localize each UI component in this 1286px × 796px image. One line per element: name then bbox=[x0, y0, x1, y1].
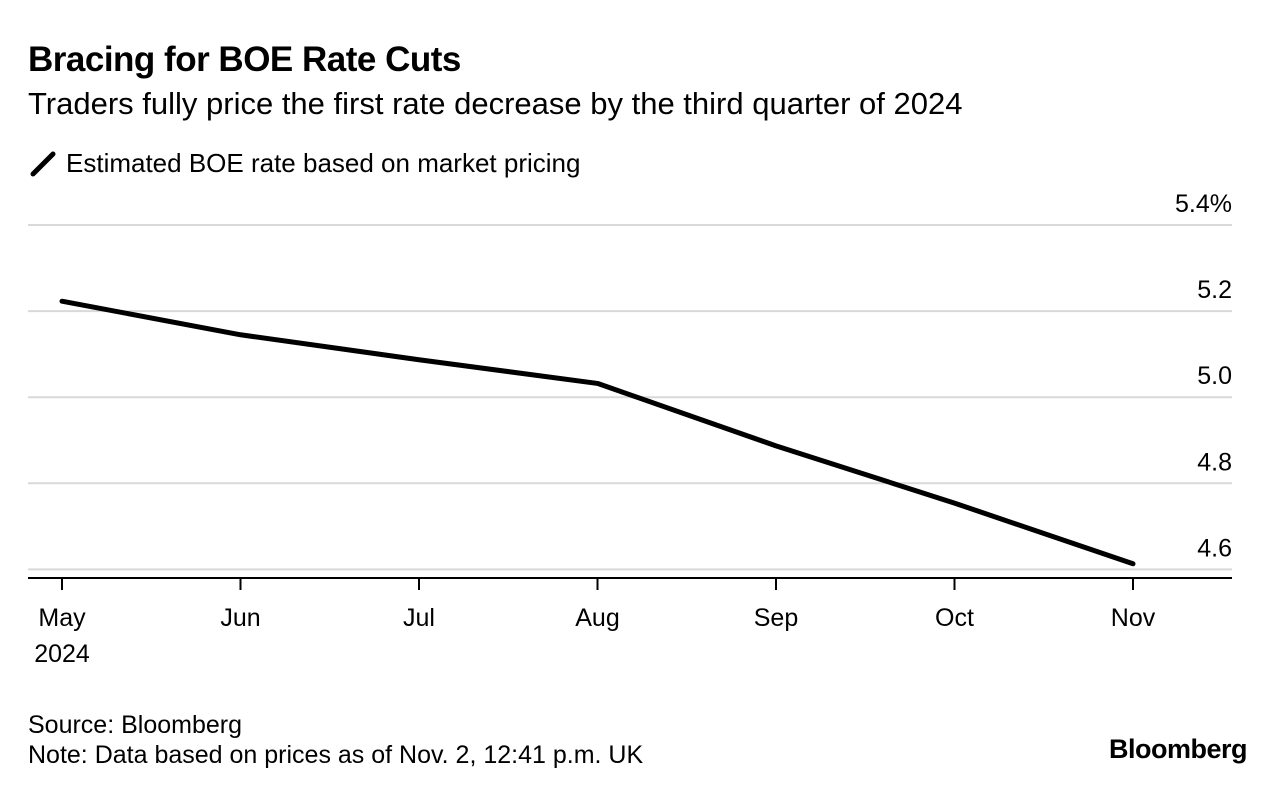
legend: Estimated BOE rate based on market prici… bbox=[30, 146, 580, 180]
chart-subtitle: Traders fully price the first rate decre… bbox=[28, 86, 963, 121]
x-tick-label: Aug bbox=[575, 604, 619, 632]
series bbox=[59, 298, 1136, 567]
x-tick-label: Oct bbox=[935, 604, 974, 632]
series-line bbox=[59, 298, 1136, 567]
x-tick-label: Nov bbox=[1111, 604, 1156, 632]
y-axis-labels: 5.4% 5.2 5.0 4.8 4.6 bbox=[1175, 190, 1232, 562]
bloomberg-logo: Bloomberg bbox=[1108, 734, 1248, 764]
chart-title: Bracing for BOE Rate Cuts bbox=[28, 40, 461, 79]
y-tick-label: 5.0 bbox=[1197, 362, 1232, 390]
y-tick-label: 5.4% bbox=[1175, 190, 1232, 218]
x-tick-label: Jun bbox=[220, 604, 260, 632]
x-axis bbox=[28, 577, 1232, 590]
y-tick-label: 4.6 bbox=[1197, 534, 1232, 562]
legend-line-icon bbox=[30, 151, 56, 177]
legend-label: Estimated BOE rate based on market prici… bbox=[66, 147, 581, 178]
x-tick-label: Sep bbox=[754, 604, 798, 632]
x-tick-label: Jul bbox=[403, 604, 435, 632]
note-text: Note: Data based on prices as of Nov. 2,… bbox=[28, 741, 644, 769]
x-tick-year-label: 2024 bbox=[34, 640, 90, 668]
source-text: Source: Bloomberg bbox=[28, 711, 243, 739]
line-chart: 5.4% 5.2 5.0 4.8 4.6 May Jun Jul Aug Sep Oct Nov 20… bbox=[28, 190, 1232, 668]
y-tick-label: 4.8 bbox=[1197, 448, 1232, 476]
y-tick-label: 5.2 bbox=[1197, 276, 1232, 304]
x-axis-labels: May Jun Jul Aug Sep Oct Nov 2024 bbox=[34, 604, 1156, 668]
x-tick-label: May bbox=[38, 604, 86, 632]
